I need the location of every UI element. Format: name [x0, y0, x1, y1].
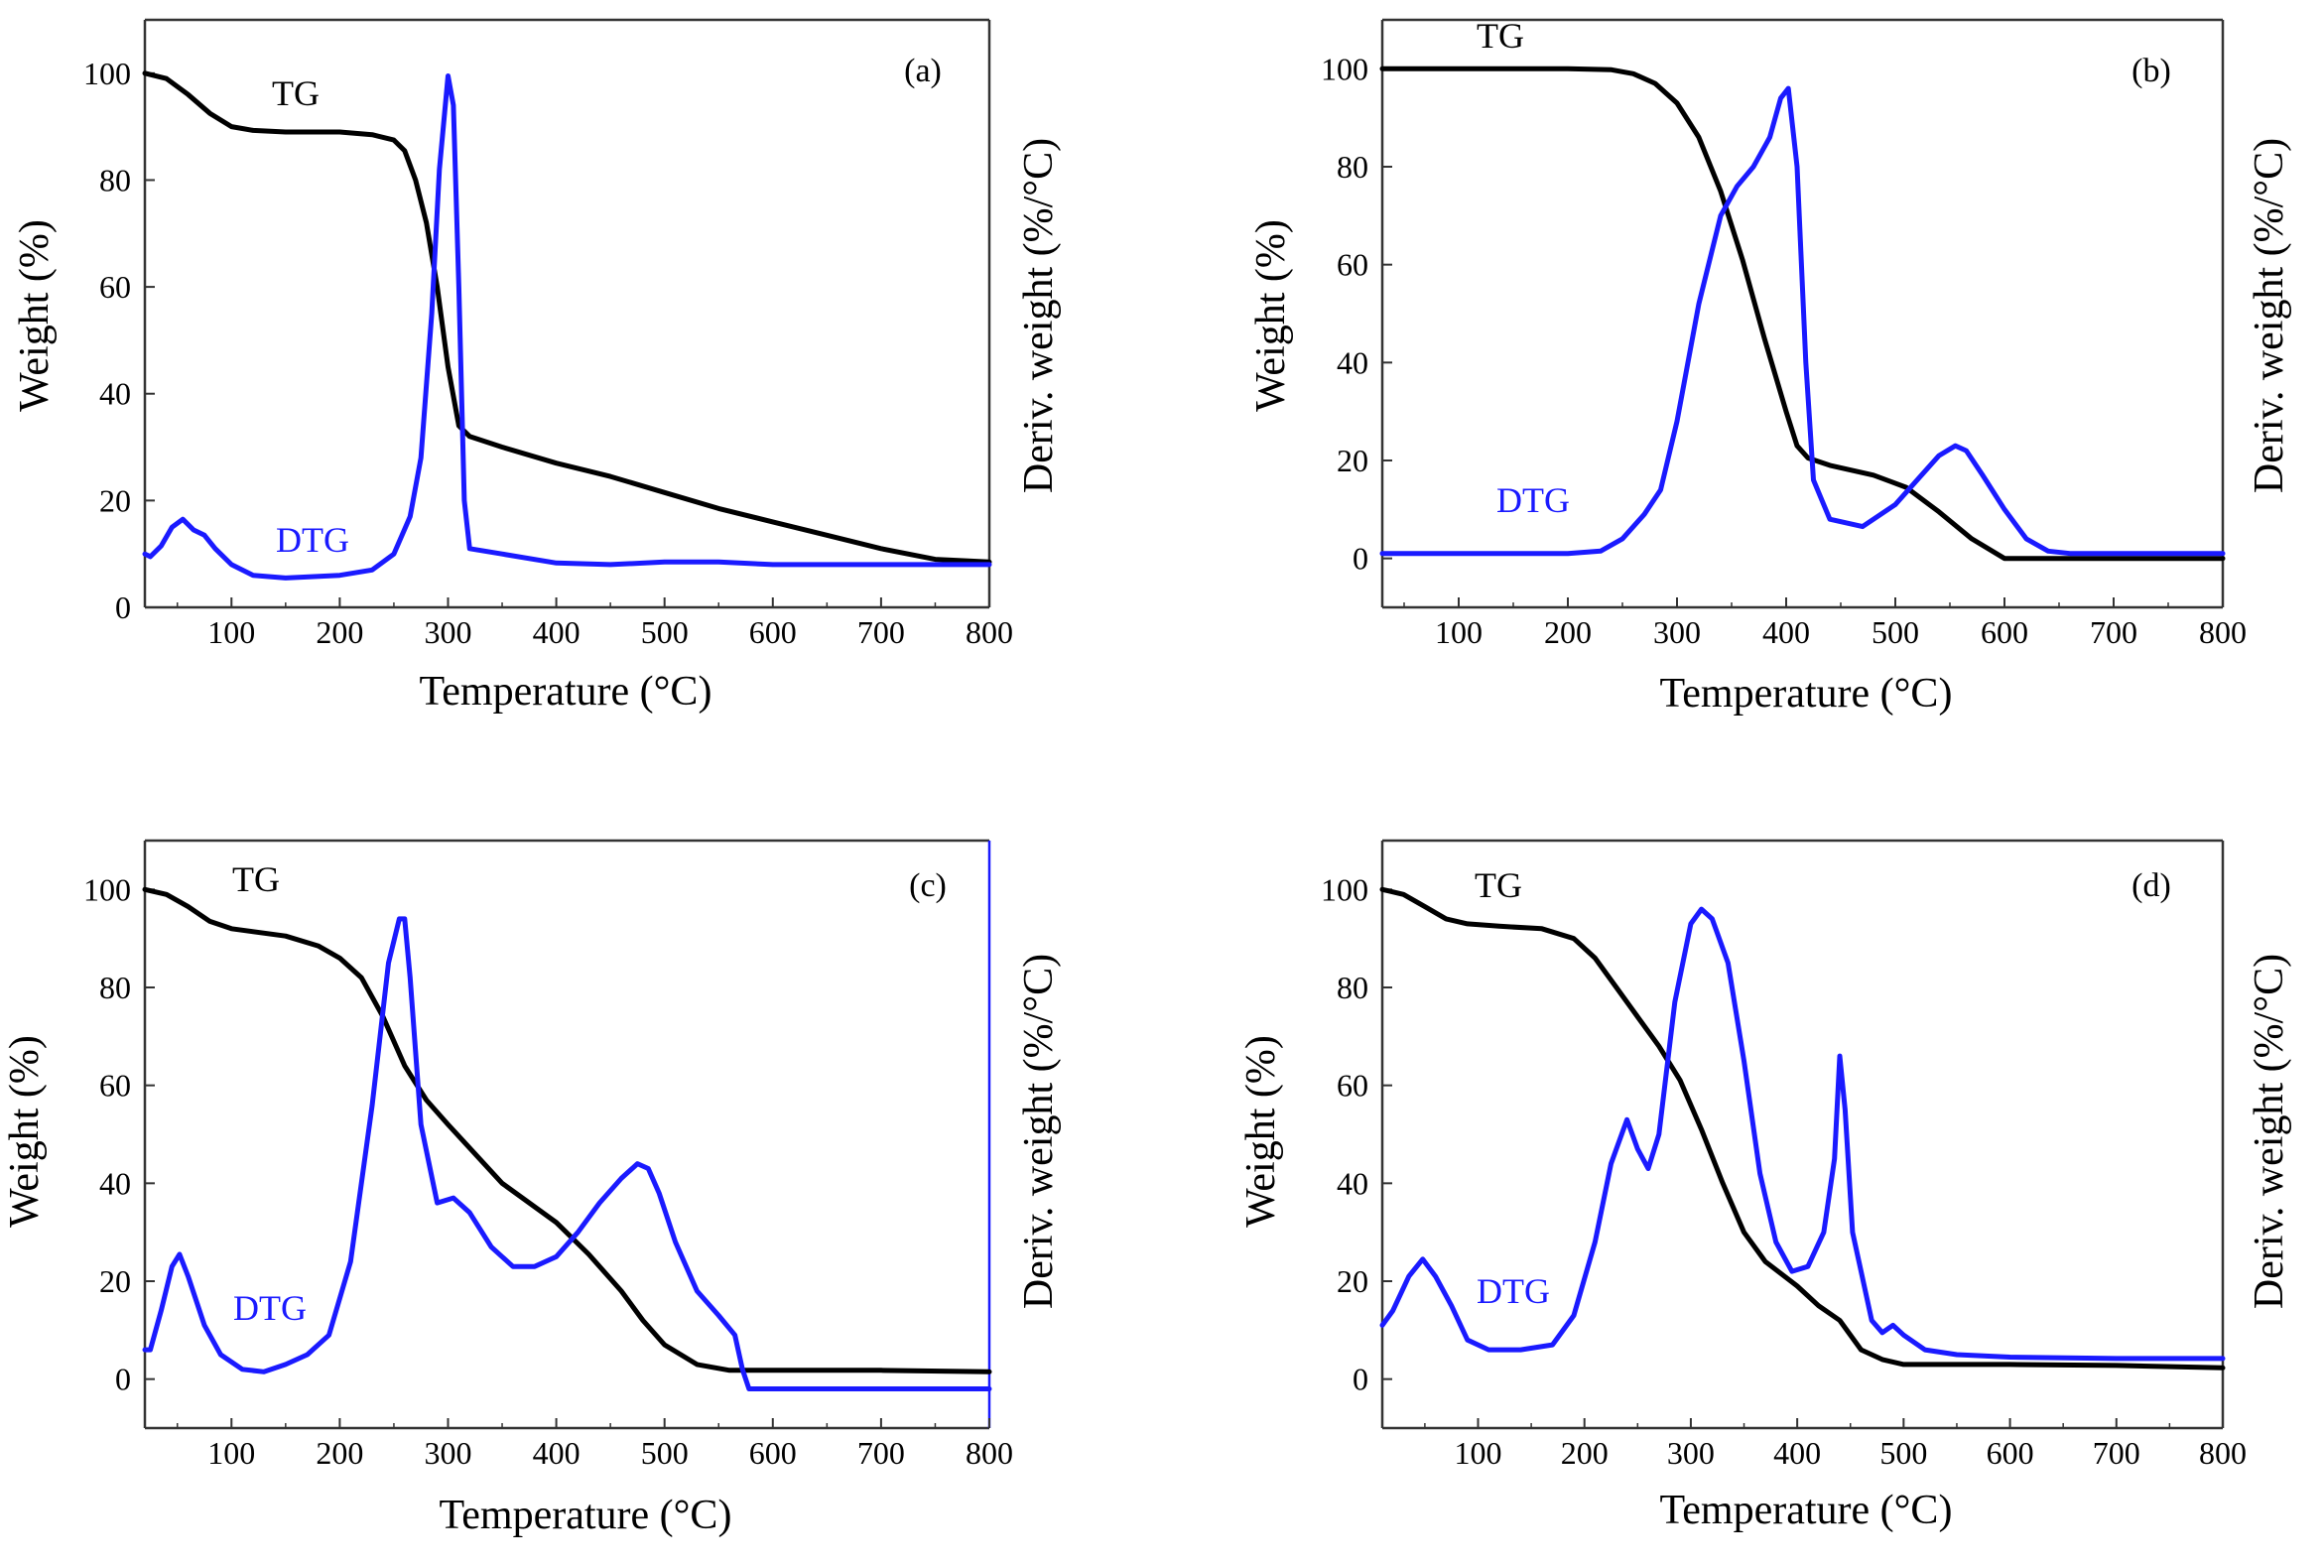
y-tick-label: 60 — [99, 269, 131, 305]
x-tick-label: 600 — [749, 614, 797, 650]
y-tick-label: 60 — [1337, 1068, 1368, 1104]
x-axis-title: Temperature (°C) — [440, 1493, 732, 1538]
series-line-dtg — [1379, 85, 2226, 557]
y-tick-label: 40 — [1337, 344, 1368, 380]
x-tick-label: 700 — [857, 614, 905, 650]
x-tick-label: 100 — [207, 614, 255, 650]
x-tick-label: 100 — [1435, 614, 1483, 650]
panel-label: (b) — [2131, 53, 2171, 89]
y-axis-title: Weight (%) — [1238, 1035, 1284, 1228]
x-tick-label: 600 — [1981, 614, 2028, 650]
series-line-dtg — [142, 73, 992, 581]
y-tick-label: 80 — [1337, 970, 1368, 1005]
series-line-tg — [1379, 886, 2226, 1371]
y-tick-label: 60 — [1337, 247, 1368, 283]
panel-label: (d) — [2131, 867, 2171, 904]
x-tick-label: 800 — [966, 614, 1013, 650]
series-line-dtg — [142, 916, 992, 1391]
y-tick-label: 20 — [1337, 1263, 1368, 1299]
series-line-tg — [142, 886, 992, 1374]
tg-series-label: TG — [232, 859, 280, 899]
x-tick-label: 300 — [1653, 614, 1701, 650]
dtg-series-label: DTG — [233, 1288, 307, 1328]
y-tick-label: 80 — [1337, 149, 1368, 185]
x-tick-label: 400 — [533, 1435, 581, 1471]
y-tick-label: 0 — [1353, 1362, 1368, 1397]
x-tick-label: 800 — [2199, 614, 2247, 650]
chart-panel-b: 100 200 300 400 500 600 700 800 0 20 40 60 80 100 (b) T… — [1248, 16, 2292, 717]
x-axis-title: Temperature (°C) — [1660, 1488, 1953, 1533]
panel-label: (a) — [904, 53, 942, 89]
y-tick-label: 40 — [99, 376, 131, 412]
y2-axis-title: Deriv. weight (%/°C) — [1016, 138, 1062, 493]
x-tick-label: 100 — [1454, 1435, 1501, 1471]
y-tick-label: 40 — [99, 1165, 131, 1201]
series-line-tg — [142, 70, 992, 565]
x-tick-label: 500 — [1879, 1435, 1927, 1471]
x-tick-label: 400 — [1773, 1435, 1821, 1471]
series-line-dtg — [1379, 906, 2226, 1362]
x-tick-label: 700 — [857, 1435, 905, 1471]
x-axis-title: Temperature (°C) — [420, 669, 712, 715]
x-tick-label: 300 — [1667, 1435, 1715, 1471]
y2-axis-title: Deriv. weight (%/°C) — [2247, 138, 2292, 493]
x-tick-label: 500 — [641, 614, 689, 650]
y-tick-label: 0 — [1353, 541, 1368, 577]
x-tick-label: 200 — [316, 1435, 363, 1471]
y-tick-label: 100 — [1321, 51, 1368, 86]
tg-series-label: TG — [272, 73, 320, 113]
y-tick-label: 20 — [99, 1263, 131, 1299]
x-tick-label: 400 — [533, 614, 581, 650]
x-tick-label: 300 — [424, 1435, 471, 1471]
series-line-tg — [1379, 65, 2226, 562]
y-tick-label: 0 — [115, 1362, 131, 1397]
x-tick-label: 800 — [2199, 1435, 2247, 1471]
x-tick-label: 700 — [2093, 1435, 2140, 1471]
chart-panel-c: 100 200 300 400 500 600 700 800 0 20 40 60 80 100 (c) T… — [2, 839, 1062, 1538]
y-tick-label: 80 — [99, 970, 131, 1005]
y-tick-label: 100 — [83, 56, 131, 91]
y-tick-label: 100 — [1321, 871, 1368, 907]
x-tick-label: 700 — [2090, 614, 2137, 650]
x-tick-label: 500 — [1872, 614, 1919, 650]
x-axis-title: Temperature (°C) — [1660, 671, 1953, 717]
dtg-series-label: DTG — [1496, 480, 1570, 520]
dtg-series-label: DTG — [1477, 1271, 1550, 1311]
x-tick-label: 800 — [966, 1435, 1013, 1471]
y-axis-title: Weight (%) — [2, 1035, 48, 1228]
x-tick-label: 400 — [1762, 614, 1810, 650]
tg-series-label: TG — [1477, 16, 1524, 56]
panel-label: (c) — [909, 867, 947, 904]
y-axis-title: Weight (%) — [12, 219, 58, 412]
y-tick-label: 100 — [83, 871, 131, 907]
x-tick-label: 300 — [424, 614, 471, 650]
y-tick-label: 20 — [99, 482, 131, 518]
y2-axis-title: Deriv. weight (%/°C) — [1016, 954, 1062, 1309]
x-tick-label: 200 — [1561, 1435, 1609, 1471]
dtg-series-label: DTG — [276, 520, 349, 560]
tg-series-label: TG — [1475, 865, 1522, 905]
x-tick-label: 100 — [207, 1435, 255, 1471]
y-tick-label: 0 — [115, 589, 131, 625]
x-tick-label: 500 — [641, 1435, 689, 1471]
y2-axis-title: Deriv. weight (%/°C) — [2247, 954, 2292, 1309]
x-tick-label: 200 — [316, 614, 363, 650]
y-axis-title: Weight (%) — [1248, 219, 1294, 412]
x-tick-label: 600 — [1987, 1435, 2034, 1471]
y-tick-label: 60 — [99, 1068, 131, 1104]
y-tick-label: 40 — [1337, 1165, 1368, 1201]
chart-panel-a: 100 200 300 400 500 600 700 800 0 20 40 60 80 100 (a) T… — [12, 18, 1062, 715]
y-tick-label: 20 — [1337, 443, 1368, 478]
x-tick-label: 600 — [749, 1435, 797, 1471]
y-tick-label: 80 — [99, 162, 131, 197]
x-tick-label: 200 — [1544, 614, 1592, 650]
chart-panel-d: 100 200 300 400 500 600 700 800 0 20 40 60 80 100 (d) T… — [1238, 839, 2292, 1533]
